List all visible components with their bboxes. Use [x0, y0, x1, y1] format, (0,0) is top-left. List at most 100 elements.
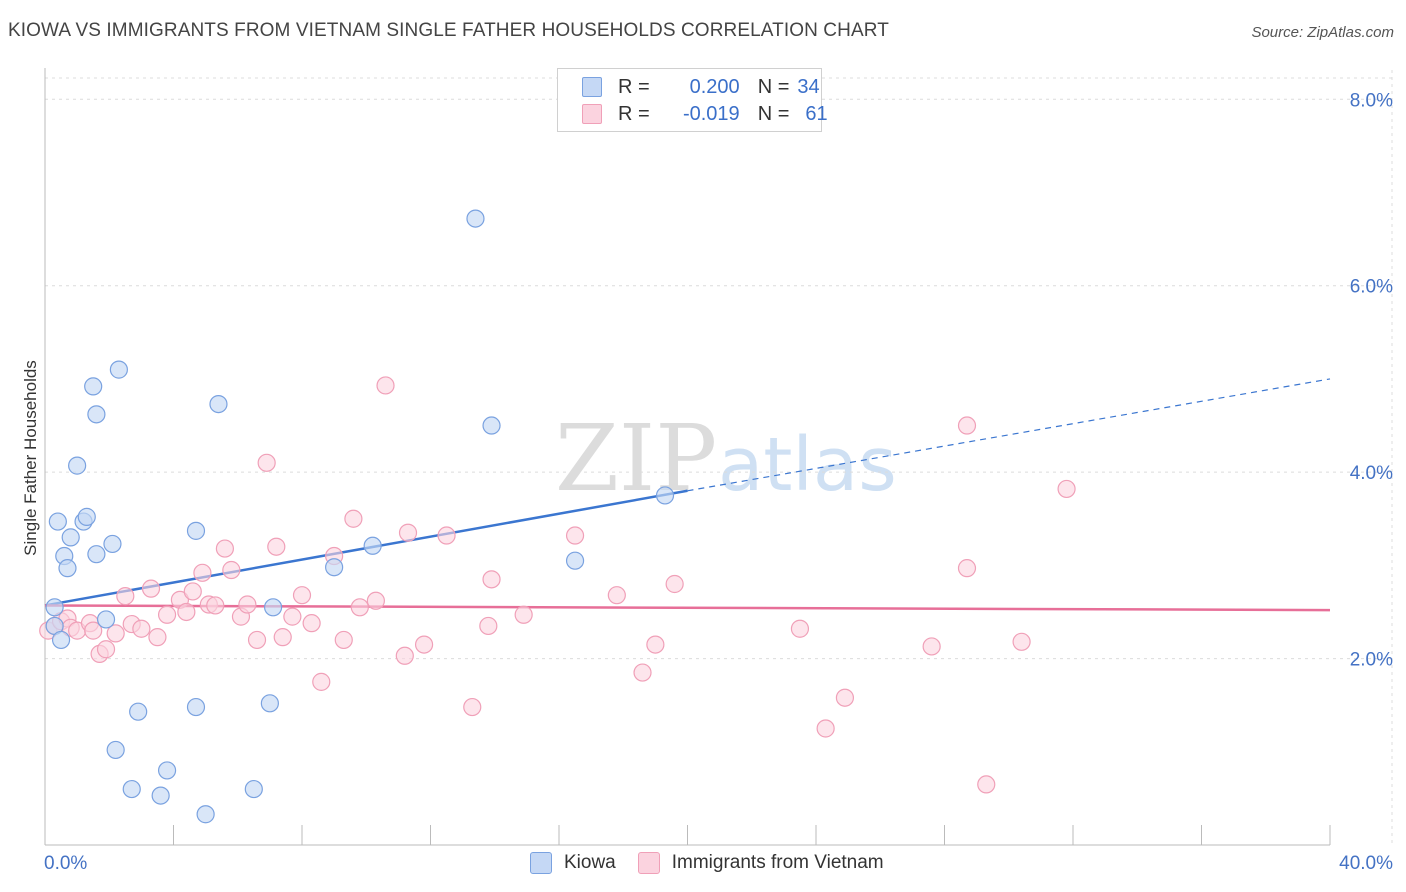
- y-tick-labels: 2.0% 4.0% 6.0% 8.0%: [1350, 90, 1393, 670]
- kiowa-r-value: 0.200: [689, 75, 740, 98]
- vietnam-point-23: [215, 539, 234, 558]
- vietnam-point-26: [238, 595, 257, 614]
- watermark-zip: ZIP: [555, 405, 717, 512]
- kiowa-trend-extension: [687, 378, 1331, 492]
- vietnam-point-13: [132, 619, 151, 638]
- chart-title: KIOWA VS IMMIGRANTS FROM VIETNAM SINGLE …: [8, 20, 889, 41]
- vietnam-point-18: [177, 602, 196, 622]
- vietnam-point-34: [312, 672, 331, 691]
- x-tick-labels: 0.0% 40.0%: [44, 853, 1393, 874]
- vietnam-point-55: [816, 719, 835, 738]
- kiowa-point-24: [209, 394, 228, 414]
- vietnam-point-59: [957, 416, 977, 435]
- axes: [44, 68, 1331, 846]
- legend-item-vietnam[interactable]: Immigrants from Vietnam: [637, 852, 884, 874]
- kiowa-point-22: [186, 521, 206, 540]
- kiowa-point-6: [61, 528, 80, 547]
- kiowa-point-13: [96, 610, 116, 629]
- vietnam-n-label: N =: [757, 102, 790, 125]
- vietnam-point-29: [267, 537, 286, 556]
- vietnam-point-39: [366, 591, 385, 610]
- kiowa-points: [45, 209, 675, 824]
- kiowa-point-7: [68, 456, 87, 475]
- vietnam-point-32: [292, 586, 312, 605]
- vietnam-legend-label: Immigrants from Vietnam: [671, 852, 884, 873]
- legend-item-kiowa[interactable]: Kiowa: [530, 852, 616, 874]
- kiowa-n-value: 34: [797, 75, 820, 98]
- vietnam-point-10: [106, 624, 125, 643]
- vietnam-point-28: [257, 453, 276, 472]
- kiowa-point-10: [84, 377, 103, 396]
- vietnam-point-33: [302, 614, 321, 633]
- kiowa-point-26: [260, 694, 279, 713]
- y-axis-label: Single Father Households: [21, 360, 40, 556]
- kiowa-point-14: [103, 534, 122, 554]
- vietnam-points: [39, 376, 1076, 794]
- watermark: ZIP atlas: [555, 405, 897, 512]
- vietnam-point-54: [790, 619, 810, 638]
- vietnam-point-24: [222, 560, 241, 580]
- vietnam-point-48: [514, 605, 533, 624]
- vietnam-point-50: [607, 586, 626, 605]
- kiowa-point-31: [482, 416, 501, 435]
- x-tick-label-max: 40.0%: [1339, 853, 1393, 874]
- kiowa-point-33: [655, 486, 675, 505]
- vietnam-point-11: [116, 587, 135, 606]
- kiowa-point-17: [122, 779, 141, 799]
- vietnam-swatch: [582, 104, 602, 124]
- legend-row-kiowa: R = 0.200 N = 34: [582, 74, 820, 100]
- vietnam-point-57: [922, 637, 941, 656]
- kiowa-point-9: [77, 507, 96, 526]
- kiowa-point-30: [466, 209, 485, 228]
- vietnam-point-38: [350, 598, 369, 617]
- gridlines: [45, 70, 1393, 845]
- vietnam-point-15: [148, 628, 167, 647]
- kiowa-r-label: R =: [618, 75, 650, 98]
- vietnam-point-36: [334, 630, 353, 650]
- vietnam-point-53: [665, 574, 684, 594]
- kiowa-legend-swatch: [530, 852, 552, 874]
- vietnam-point-37: [344, 509, 363, 528]
- vietnam-point-20: [193, 563, 212, 582]
- vietnam-point-45: [463, 697, 482, 717]
- y-tick-label-2: 6.0%: [1350, 277, 1393, 298]
- kiowa-point-12: [87, 545, 106, 564]
- source-credit: Source: ZipAtlas.com: [1251, 24, 1394, 41]
- vietnam-point-40: [376, 376, 395, 395]
- vietnam-point-22: [206, 596, 225, 615]
- y-tick-label-3: 8.0%: [1350, 90, 1393, 111]
- kiowa-point-18: [129, 702, 148, 721]
- vietnam-r-label: R =: [618, 102, 650, 125]
- vietnam-point-41: [395, 646, 414, 665]
- kiowa-point-19: [151, 786, 170, 805]
- vietnam-point-42: [398, 523, 418, 542]
- vietnam-point-30: [273, 628, 292, 647]
- kiowa-point-25: [244, 779, 263, 799]
- vietnam-r-value: -0.019: [682, 102, 740, 125]
- vietnam-point-49: [565, 526, 585, 545]
- watermark-atlas: atlas: [718, 422, 897, 508]
- series-legend: Kiowa Immigrants from Vietnam: [530, 852, 906, 874]
- kiowa-swatch: [582, 77, 602, 97]
- vietnam-point-62: [1057, 479, 1076, 499]
- vietnam-point-56: [835, 688, 855, 707]
- kiowa-point-20: [157, 761, 177, 780]
- y-tick-label-0: 2.0%: [1350, 650, 1393, 671]
- vietnam-point-19: [183, 582, 202, 601]
- vietnam-trend-line: [44, 604, 1331, 612]
- kiowa-point-0: [45, 598, 64, 617]
- vietnam-point-46: [479, 616, 498, 636]
- kiowa-point-16: [109, 360, 128, 379]
- vietnam-point-9: [96, 640, 116, 659]
- vietnam-point-31: [283, 607, 302, 626]
- kiowa-point-32: [565, 551, 585, 570]
- vietnam-point-14: [141, 579, 161, 598]
- legend-row-vietnam: R = -0.019 N = 61: [582, 101, 828, 127]
- vietnam-point-47: [482, 570, 501, 589]
- kiowa-point-27: [263, 598, 283, 617]
- kiowa-n-label: N =: [757, 75, 790, 98]
- kiowa-point-28: [325, 558, 344, 577]
- vietnam-point-44: [437, 526, 456, 545]
- kiowa-point-3: [51, 630, 71, 650]
- vietnam-point-58: [957, 559, 977, 578]
